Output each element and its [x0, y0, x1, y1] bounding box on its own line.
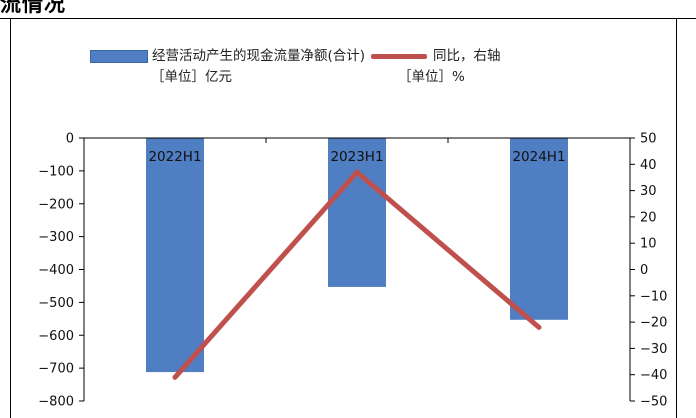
- category-label: 2024H1: [512, 149, 565, 165]
- right-tick-label: 30: [640, 184, 657, 199]
- legend-row: 经营活动产生的现金流量净额(合计) 同比，右轴: [90, 46, 501, 67]
- left-tick-label: −300: [38, 230, 74, 245]
- right-tick-label: −50: [640, 395, 667, 410]
- right-tick-label: 0: [640, 263, 648, 278]
- right-tick-label: 10: [640, 237, 657, 252]
- legend-line-label: 同比，右轴: [433, 48, 501, 64]
- legend-line-unit: ［单位］%: [398, 69, 465, 85]
- legend-unit-row: ［单位］亿元 ［单位］%: [90, 67, 501, 88]
- bar-2022H1: [146, 138, 204, 373]
- legend-bar-label: 经营活动产生的现金流量净额(合计): [152, 48, 366, 64]
- legend-bar-unit: ［单位］亿元: [151, 69, 232, 85]
- left-tick-label: −700: [38, 362, 74, 377]
- category-label: 2022H1: [148, 149, 201, 165]
- legend-line-swatch: [371, 54, 428, 59]
- left-tick-label: −100: [38, 164, 74, 179]
- chart-legend: 经营活动产生的现金流量净额(合计) 同比，右轴 ［单位］亿元 ［单位］%: [90, 46, 501, 88]
- right-tick-label: −30: [640, 342, 667, 357]
- right-tick-label: −20: [640, 316, 667, 331]
- frame-right-rule: [676, 18, 677, 418]
- right-tick-label: 20: [640, 210, 657, 225]
- left-tick-label: −500: [38, 296, 74, 311]
- legend-bar-swatch: [90, 50, 148, 63]
- right-tick-label: 40: [640, 158, 657, 173]
- left-tick-label: 0: [66, 132, 74, 147]
- bar-2023H1: [328, 138, 386, 287]
- bar-2024H1: [510, 138, 568, 320]
- left-tick-label: −600: [38, 329, 74, 344]
- frame-top-rule: [0, 18, 696, 19]
- section-heading: 流情况: [0, 0, 66, 16]
- category-label: 2023H1: [330, 149, 383, 165]
- right-tick-label: −10: [640, 289, 667, 304]
- left-tick-label: −400: [38, 263, 74, 278]
- right-tick-label: 50: [640, 132, 657, 147]
- frame-left-rule: [10, 18, 11, 418]
- left-tick-label: −200: [38, 197, 74, 212]
- left-tick-label: −800: [38, 395, 74, 410]
- right-tick-label: −40: [640, 368, 667, 383]
